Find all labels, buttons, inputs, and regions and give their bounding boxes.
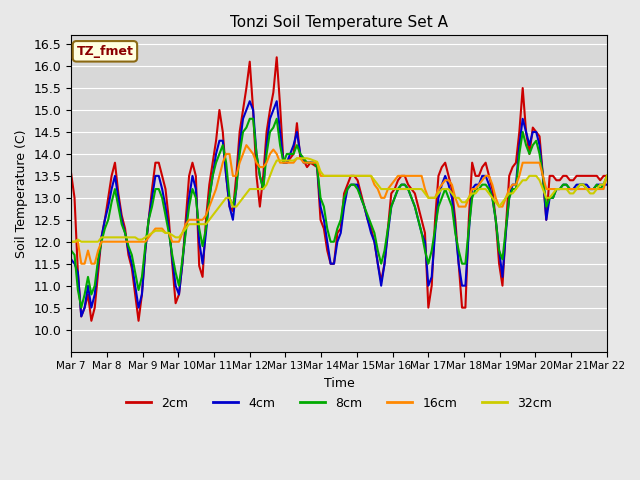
2cm [421, 230, 429, 236]
32cm [509, 191, 516, 196]
16cm [371, 182, 378, 188]
Text: TZ_fmet: TZ_fmet [77, 45, 133, 58]
2cm [273, 54, 280, 60]
2cm [603, 173, 611, 179]
4cm [512, 182, 520, 188]
32cm [579, 182, 587, 188]
16cm [67, 239, 75, 245]
8cm [77, 305, 85, 311]
2cm [88, 318, 95, 324]
4cm [603, 182, 611, 188]
Line: 4cm: 4cm [71, 101, 607, 316]
8cm [421, 248, 429, 253]
16cm [603, 173, 611, 179]
Line: 2cm: 2cm [71, 57, 607, 321]
4cm [371, 239, 378, 245]
16cm [243, 142, 250, 148]
32cm [293, 156, 301, 161]
Y-axis label: Soil Temperature (C): Soil Temperature (C) [15, 129, 28, 258]
8cm [246, 116, 253, 121]
8cm [512, 186, 520, 192]
Line: 8cm: 8cm [71, 119, 607, 308]
32cm [367, 173, 375, 179]
8cm [67, 248, 75, 253]
4cm [67, 256, 75, 262]
4cm [222, 173, 230, 179]
8cm [179, 256, 186, 262]
32cm [67, 239, 75, 245]
16cm [222, 151, 230, 157]
16cm [512, 182, 520, 188]
16cm [77, 261, 85, 266]
2cm [512, 160, 520, 166]
Line: 16cm: 16cm [71, 145, 607, 264]
4cm [77, 313, 85, 319]
4cm [246, 98, 253, 104]
8cm [222, 160, 230, 166]
4cm [179, 261, 186, 266]
X-axis label: Time: Time [324, 377, 355, 390]
32cm [418, 186, 426, 192]
4cm [421, 239, 429, 245]
2cm [222, 173, 230, 179]
32cm [603, 173, 611, 179]
2cm [583, 173, 591, 179]
16cm [583, 186, 591, 192]
16cm [179, 230, 186, 236]
2cm [371, 239, 378, 245]
2cm [67, 171, 75, 177]
16cm [421, 186, 429, 192]
Line: 32cm: 32cm [71, 158, 607, 242]
32cm [219, 199, 227, 205]
8cm [603, 173, 611, 179]
8cm [583, 186, 591, 192]
32cm [175, 234, 183, 240]
Legend: 2cm, 4cm, 8cm, 16cm, 32cm: 2cm, 4cm, 8cm, 16cm, 32cm [121, 392, 557, 415]
4cm [583, 182, 591, 188]
8cm [371, 230, 378, 236]
2cm [179, 261, 186, 266]
Title: Tonzi Soil Temperature Set A: Tonzi Soil Temperature Set A [230, 15, 448, 30]
